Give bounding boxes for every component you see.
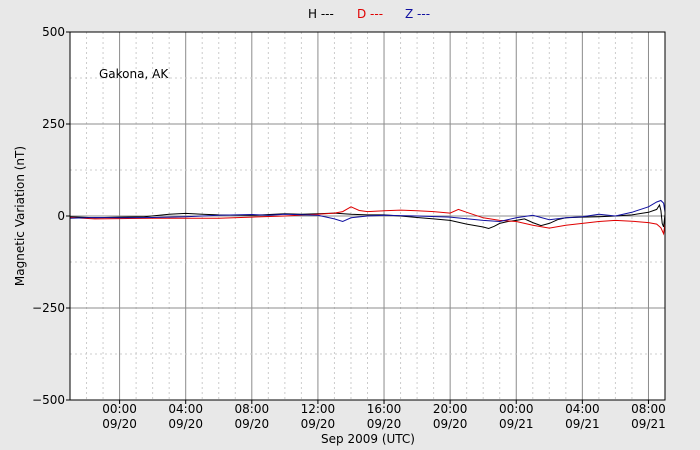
- x-tick-label-time: 04:00: [565, 402, 600, 416]
- legend: H --- D --- Z ---: [308, 7, 430, 21]
- y-tick-label: 250: [42, 117, 65, 131]
- x-tick-label-date: 09/21: [565, 417, 600, 431]
- x-tick-label-time: 16:00: [367, 402, 402, 416]
- x-tick-label-time: 08:00: [235, 402, 270, 416]
- x-tick-label-time: 00:00: [102, 402, 137, 416]
- x-tick-label-time: 04:00: [168, 402, 203, 416]
- x-tick-label-time: 12:00: [301, 402, 336, 416]
- legend-entry-h: H ---: [308, 7, 334, 21]
- grid: [70, 32, 665, 400]
- x-tick-label-date: 09/20: [301, 417, 336, 431]
- y-axis-label: Magnetic Variation (nT): [13, 146, 27, 286]
- annotation-label: Gakona, AK: [99, 67, 169, 81]
- series-line-d: [69, 206, 666, 236]
- y-tick-label: −500: [32, 393, 65, 407]
- x-tick-label-time: 08:00: [631, 402, 666, 416]
- y-axis: −500 −250 0 250 500: [32, 25, 70, 407]
- x-tick-label-date: 09/20: [168, 417, 203, 431]
- x-tick-label-date: 09/20: [102, 417, 137, 431]
- x-tick-label-date: 09/20: [367, 417, 402, 431]
- x-tick-label-date: 09/21: [631, 417, 666, 431]
- x-axis: 00:0009/2004:0009/2008:0009/2012:0009/20…: [102, 400, 666, 431]
- x-axis-label: Sep 2009 (UTC): [321, 432, 415, 446]
- series-line-z: [69, 199, 666, 223]
- x-tick-label-time: 00:00: [499, 402, 534, 416]
- x-tick-label-date: 09/21: [499, 417, 534, 431]
- y-tick-label: −250: [32, 301, 65, 315]
- x-tick-label-time: 20:00: [433, 402, 468, 416]
- x-tick-label-date: 09/20: [433, 417, 468, 431]
- series-layer: [69, 199, 666, 236]
- legend-entry-d: D ---: [357, 7, 383, 21]
- y-tick-label: 0: [57, 209, 65, 223]
- y-tick-label: 500: [42, 25, 65, 39]
- legend-entry-z: Z ---: [405, 7, 430, 21]
- x-tick-label-date: 09/20: [235, 417, 270, 431]
